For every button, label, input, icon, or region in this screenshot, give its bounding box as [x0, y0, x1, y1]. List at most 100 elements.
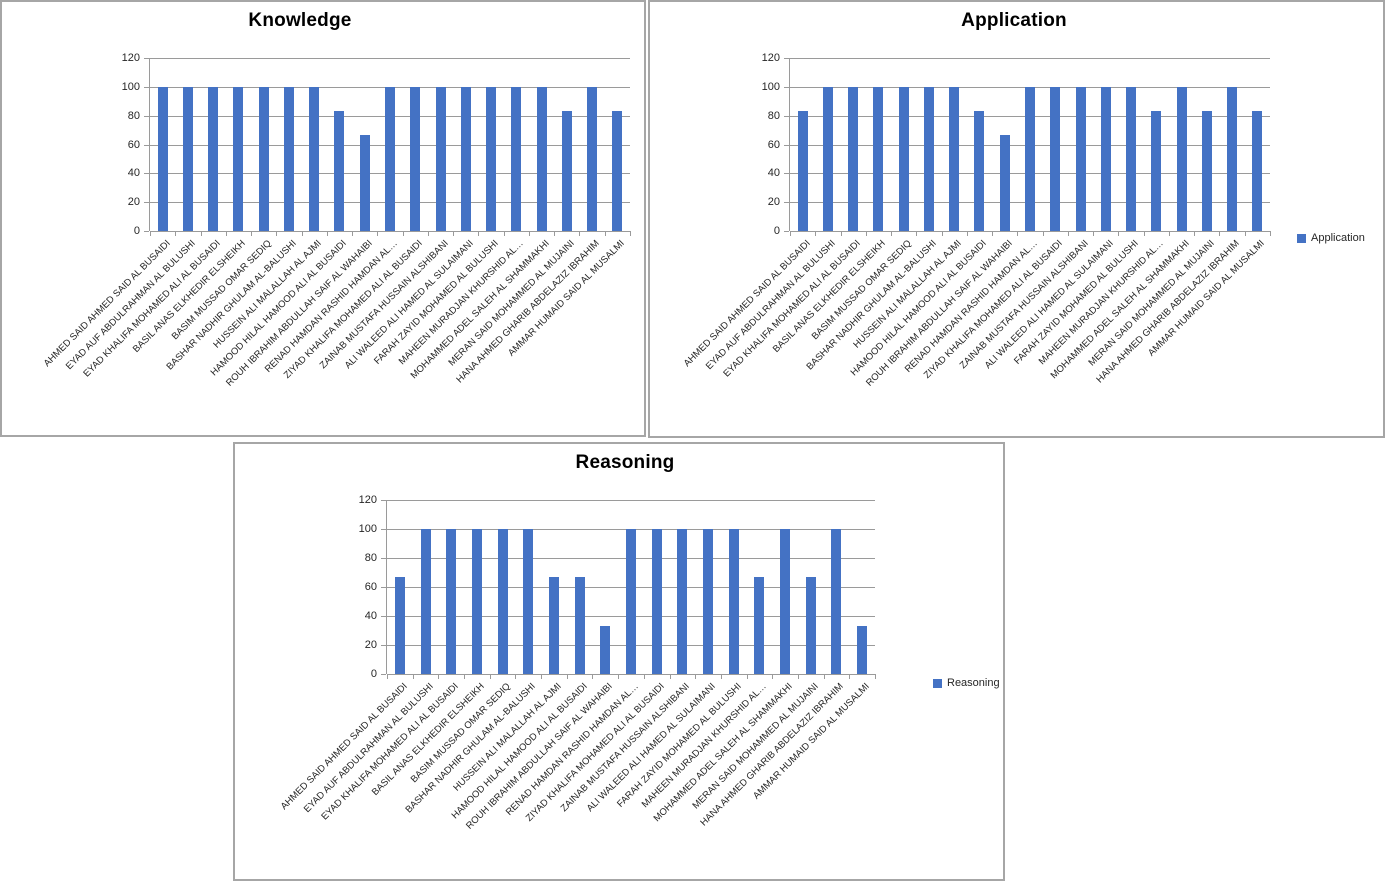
y-axis-tick: [784, 202, 789, 203]
x-axis-tick: [605, 231, 606, 236]
x-axis-tick: [276, 231, 277, 236]
x-axis-tick: [772, 674, 773, 679]
y-axis-label: 120: [358, 494, 377, 506]
y-axis-tick: [381, 587, 386, 588]
x-axis-tick: [747, 674, 748, 679]
x-axis-tick: [866, 231, 867, 236]
reasoning-legend: Reasoning: [933, 677, 1000, 689]
bar-11: [1050, 87, 1060, 231]
x-axis-tick: [515, 674, 516, 679]
bar-4: [472, 529, 482, 674]
bar-7: [309, 87, 319, 231]
x-axis-tick: [387, 674, 388, 679]
x-axis-tick: [630, 231, 631, 236]
y-axis-tick: [144, 58, 149, 59]
y-axis-label: 120: [761, 52, 780, 64]
bar-14: [486, 87, 496, 231]
x-axis-tick: [327, 231, 328, 236]
bar-12: [677, 529, 687, 674]
y-axis-tick: [784, 116, 789, 117]
bar-19: [1252, 111, 1262, 231]
bar-4: [873, 87, 883, 231]
x-axis-tick: [790, 231, 791, 236]
bar-3: [208, 87, 218, 231]
gridline: [790, 231, 1270, 232]
x-axis-tick: [251, 231, 252, 236]
x-axis-tick: [302, 231, 303, 236]
y-axis-tick: [381, 500, 386, 501]
bar-18: [1227, 87, 1237, 231]
x-axis-tick: [1270, 231, 1271, 236]
bar-17: [806, 577, 816, 674]
y-axis-label: 40: [127, 167, 140, 179]
x-axis-tick: [554, 231, 555, 236]
y-axis-label: 0: [370, 668, 377, 680]
y-axis-label: 120: [121, 52, 140, 64]
bar-13: [461, 87, 471, 231]
bar-9: [360, 135, 370, 231]
y-axis-label: 40: [364, 610, 377, 622]
x-axis-tick: [841, 231, 842, 236]
x-axis-tick: [1093, 231, 1094, 236]
bar-4: [233, 87, 243, 231]
x-axis-tick: [428, 231, 429, 236]
x-axis-tick: [464, 674, 465, 679]
x-axis-tick: [1194, 231, 1195, 236]
y-axis-tick: [381, 616, 386, 617]
y-axis-tick: [381, 645, 386, 646]
y-axis-tick: [381, 674, 386, 675]
x-axis-tick: [150, 231, 151, 236]
y-axis-label: 20: [127, 196, 140, 208]
y-axis-label: 100: [358, 523, 377, 535]
chart-title-application: Application: [961, 10, 1067, 31]
bar-12: [1076, 87, 1086, 231]
x-axis-tick: [721, 674, 722, 679]
x-axis-tick: [1245, 231, 1246, 236]
x-axis-tick: [175, 231, 176, 236]
bar-6: [284, 87, 294, 231]
application-chart-panel: Application 0 20 40 60 80 100 120 AHMED SAID AH…: [648, 0, 1385, 438]
bar-16: [1177, 87, 1187, 231]
bar-13: [703, 529, 713, 674]
legend-label: Reasoning: [947, 677, 1000, 689]
y-axis-tick: [144, 202, 149, 203]
x-axis-tick: [916, 231, 917, 236]
x-axis-tick: [377, 231, 378, 236]
y-axis-label: 0: [133, 225, 140, 237]
bar-7: [949, 87, 959, 231]
chart-title-knowledge: Knowledge: [248, 10, 352, 31]
x-axis-tick: [413, 674, 414, 679]
y-axis-line: [789, 58, 790, 231]
gridline: [790, 58, 1270, 59]
y-axis-label: 80: [767, 110, 780, 122]
bar-9: [1000, 135, 1010, 231]
y-axis-tick: [784, 173, 789, 174]
bar-9: [600, 626, 610, 674]
y-axis-tick: [784, 231, 789, 232]
y-axis-label: 60: [127, 139, 140, 151]
bar-1: [395, 577, 405, 674]
y-axis-tick: [784, 87, 789, 88]
y-axis-label: 20: [364, 639, 377, 651]
bar-18: [831, 529, 841, 674]
x-axis-tick: [815, 231, 816, 236]
x-axis-tick: [403, 231, 404, 236]
y-axis-tick: [381, 529, 386, 530]
gridline: [150, 58, 630, 59]
reasoning-chart-panel: Reasoning 0 20 40 60 80 100 120 AHMED SAID AHME…: [233, 442, 1005, 881]
bar-11: [410, 87, 420, 231]
y-axis-label: 80: [127, 110, 140, 122]
bar-19: [612, 111, 622, 231]
bar-11: [652, 529, 662, 674]
bar-10: [626, 529, 636, 674]
y-axis-label: 60: [364, 581, 377, 593]
bar-14: [1126, 87, 1136, 231]
bar-19: [857, 626, 867, 674]
bar-16: [780, 529, 790, 674]
bar-6: [523, 529, 533, 674]
bar-6: [924, 87, 934, 231]
bar-1: [158, 87, 168, 231]
reasoning-plot-area: 0 20 40 60 80 100 120 AHMED SAID AHMED SAID AL …: [279, 494, 876, 832]
y-axis-label: 0: [773, 225, 780, 237]
x-axis-tick: [618, 674, 619, 679]
